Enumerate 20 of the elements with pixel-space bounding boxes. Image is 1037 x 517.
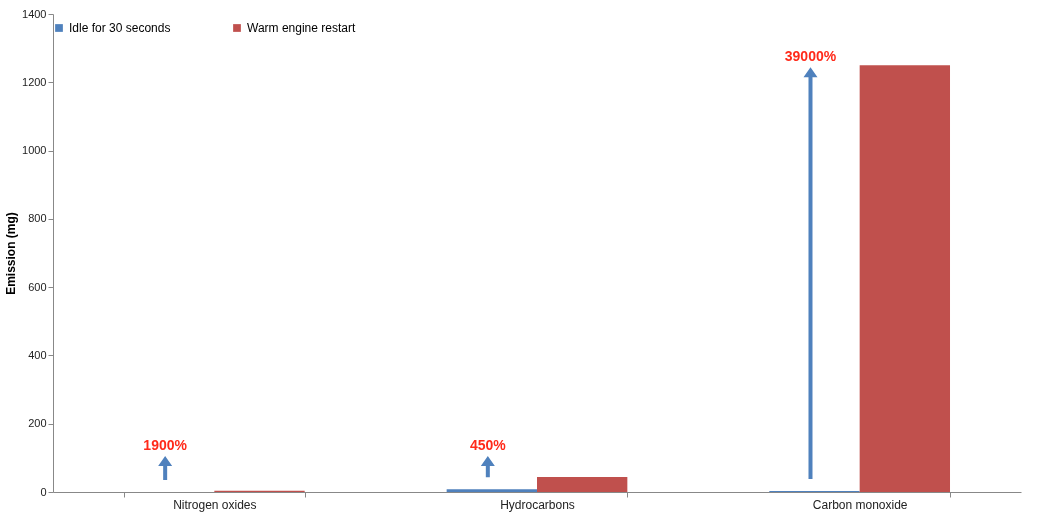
y-tick-label: 600	[28, 280, 47, 293]
annotation: 1900%	[143, 437, 188, 453]
y-tick-label: 0	[40, 485, 47, 498]
y-tick-label: 1200	[22, 75, 47, 88]
y-tick-label: 1400	[22, 7, 47, 20]
y-tick-label: 400	[28, 348, 47, 361]
bar	[859, 65, 951, 492]
x-tick-label: Carbon monoxide	[812, 497, 908, 512]
annotation: 450%	[469, 437, 507, 453]
legend-label: Idle for 30 seconds	[69, 21, 171, 35]
y-tick-label: 1000	[22, 144, 47, 157]
annotation: 39000%	[784, 48, 837, 65]
y-axis-title: Emission (mg)	[4, 212, 19, 295]
x-tick-label: Nitrogen oxides	[173, 497, 257, 512]
x-tick-label: Hydrocarbons	[500, 497, 575, 512]
y-tick-label: 200	[28, 417, 47, 430]
bar	[446, 489, 537, 492]
legend-label: Warm engine restart	[247, 21, 356, 35]
bar	[537, 476, 628, 492]
y-tick-label: 800	[28, 212, 47, 225]
